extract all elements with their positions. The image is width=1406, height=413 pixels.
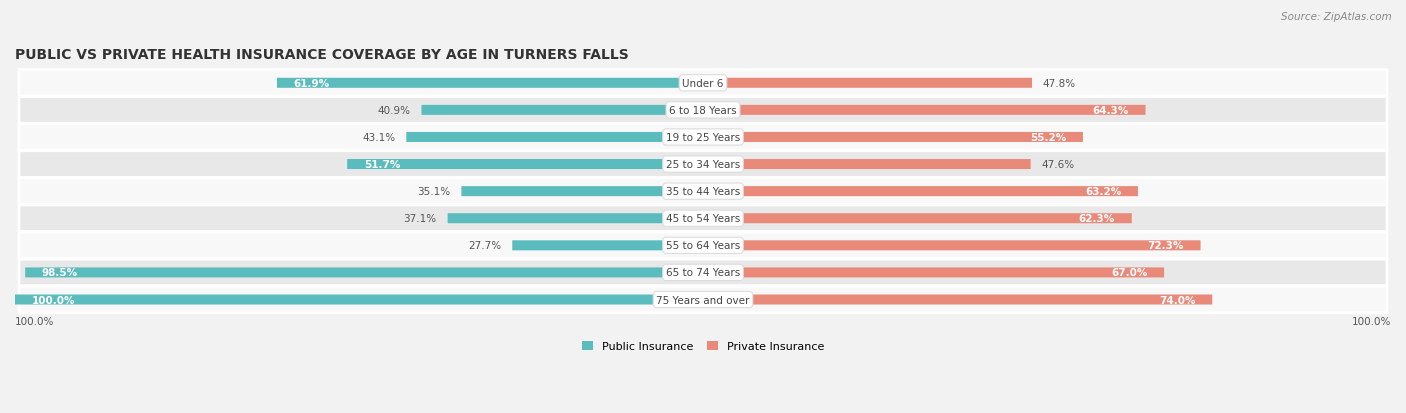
FancyBboxPatch shape xyxy=(20,259,1386,286)
Text: 65 to 74 Years: 65 to 74 Years xyxy=(666,268,740,278)
FancyBboxPatch shape xyxy=(20,152,1386,178)
Text: 55 to 64 Years: 55 to 64 Years xyxy=(666,241,740,251)
Text: 40.9%: 40.9% xyxy=(378,106,411,116)
Text: 67.0%: 67.0% xyxy=(1111,268,1147,278)
Text: 37.1%: 37.1% xyxy=(404,214,437,224)
Text: 47.8%: 47.8% xyxy=(1043,78,1076,88)
FancyBboxPatch shape xyxy=(447,214,703,224)
Text: 43.1%: 43.1% xyxy=(363,133,395,142)
FancyBboxPatch shape xyxy=(703,133,1083,142)
FancyBboxPatch shape xyxy=(25,268,703,278)
Text: 27.7%: 27.7% xyxy=(468,241,502,251)
Text: 35 to 44 Years: 35 to 44 Years xyxy=(666,187,740,197)
Text: PUBLIC VS PRIVATE HEALTH INSURANCE COVERAGE BY AGE IN TURNERS FALLS: PUBLIC VS PRIVATE HEALTH INSURANCE COVER… xyxy=(15,48,628,62)
Text: 35.1%: 35.1% xyxy=(418,187,450,197)
Text: 25 to 34 Years: 25 to 34 Years xyxy=(666,160,740,170)
FancyBboxPatch shape xyxy=(20,287,1386,313)
FancyBboxPatch shape xyxy=(703,78,1032,88)
Text: 100.0%: 100.0% xyxy=(15,316,55,326)
FancyBboxPatch shape xyxy=(20,124,1386,151)
Text: 62.3%: 62.3% xyxy=(1078,214,1115,224)
Text: 75 Years and over: 75 Years and over xyxy=(657,295,749,305)
Text: 55.2%: 55.2% xyxy=(1031,133,1066,142)
FancyBboxPatch shape xyxy=(703,268,1164,278)
FancyBboxPatch shape xyxy=(20,233,1386,259)
Text: 63.2%: 63.2% xyxy=(1085,187,1122,197)
FancyBboxPatch shape xyxy=(703,187,1137,197)
FancyBboxPatch shape xyxy=(703,160,1031,170)
FancyBboxPatch shape xyxy=(347,160,703,170)
FancyBboxPatch shape xyxy=(422,106,703,116)
FancyBboxPatch shape xyxy=(20,97,1386,124)
Text: 98.5%: 98.5% xyxy=(42,268,77,278)
FancyBboxPatch shape xyxy=(703,241,1201,251)
FancyBboxPatch shape xyxy=(512,241,703,251)
FancyBboxPatch shape xyxy=(15,295,703,305)
Text: Under 6: Under 6 xyxy=(682,78,724,88)
Text: 100.0%: 100.0% xyxy=(1351,316,1391,326)
FancyBboxPatch shape xyxy=(703,106,1146,116)
FancyBboxPatch shape xyxy=(20,178,1386,205)
Text: 51.7%: 51.7% xyxy=(364,160,401,170)
Text: 45 to 54 Years: 45 to 54 Years xyxy=(666,214,740,224)
Text: 100.0%: 100.0% xyxy=(31,295,75,305)
FancyBboxPatch shape xyxy=(461,187,703,197)
FancyBboxPatch shape xyxy=(406,133,703,142)
Text: Source: ZipAtlas.com: Source: ZipAtlas.com xyxy=(1281,12,1392,22)
FancyBboxPatch shape xyxy=(703,214,1132,224)
Text: 74.0%: 74.0% xyxy=(1159,295,1195,305)
Text: 61.9%: 61.9% xyxy=(294,78,330,88)
Text: 47.6%: 47.6% xyxy=(1042,160,1074,170)
Text: 6 to 18 Years: 6 to 18 Years xyxy=(669,106,737,116)
FancyBboxPatch shape xyxy=(20,205,1386,232)
Text: 64.3%: 64.3% xyxy=(1092,106,1129,116)
FancyBboxPatch shape xyxy=(277,78,703,88)
Text: 72.3%: 72.3% xyxy=(1147,241,1184,251)
FancyBboxPatch shape xyxy=(20,70,1386,97)
Legend: Public Insurance, Private Insurance: Public Insurance, Private Insurance xyxy=(582,342,824,351)
FancyBboxPatch shape xyxy=(703,295,1212,305)
Text: 19 to 25 Years: 19 to 25 Years xyxy=(666,133,740,142)
